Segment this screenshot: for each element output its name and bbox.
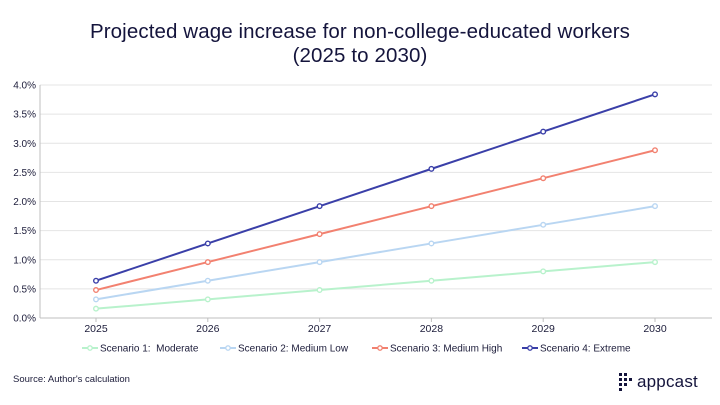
- data-point: [428, 240, 435, 247]
- data-point: [316, 259, 323, 266]
- legend-item-1: Scenario 1: Moderate: [82, 344, 199, 355]
- data-point: [652, 259, 659, 266]
- data-point: [204, 277, 211, 284]
- data-point: [540, 175, 547, 182]
- data-point: [92, 287, 99, 294]
- series-layer: [92, 91, 659, 312]
- series-line: [95, 149, 656, 292]
- y-tick-label: 3.0%: [13, 139, 36, 150]
- legend-item-3: Scenario 3: Medium High: [372, 344, 502, 355]
- legend-item-4: Scenario 4: Extreme: [522, 344, 631, 355]
- data-point: [204, 296, 211, 303]
- series-3: [92, 147, 659, 294]
- y-tick-label: 2.5%: [13, 168, 36, 179]
- data-point: [428, 277, 435, 284]
- data-point: [92, 296, 99, 303]
- x-tick-label: 2028: [420, 323, 444, 335]
- legend-swatch-marker: [87, 345, 93, 351]
- y-tick-label: 4.0%: [13, 81, 36, 92]
- y-tick-label: 1.0%: [13, 255, 36, 266]
- y-tick-label: 3.5%: [13, 110, 36, 121]
- series-line: [95, 261, 656, 310]
- series-line: [95, 93, 656, 282]
- series-1: [92, 259, 659, 312]
- data-point: [652, 91, 659, 98]
- legend-label: Scenario 1: Moderate: [100, 344, 199, 355]
- data-point: [652, 203, 659, 210]
- x-tick-label: 2027: [308, 323, 332, 335]
- series-2: [92, 203, 659, 303]
- chart-title-line-2: (2025 to 2030): [292, 44, 428, 67]
- data-point: [204, 240, 211, 247]
- data-point: [204, 259, 211, 266]
- x-tick-label: 2026: [196, 323, 220, 335]
- data-point: [316, 231, 323, 238]
- series-line: [95, 205, 656, 301]
- data-point: [428, 165, 435, 172]
- y-tick-label: 0.0%: [13, 314, 36, 325]
- y-tick-label: 0.5%: [13, 284, 36, 295]
- data-point: [92, 277, 99, 284]
- series-4: [92, 91, 659, 284]
- data-point: [92, 305, 99, 312]
- data-point: [540, 221, 547, 228]
- x-tick-label: 2029: [532, 323, 556, 335]
- source-note: Source: Author's calculation: [13, 374, 130, 385]
- appcast-dots-icon: [619, 373, 632, 391]
- legend-label: Scenario 3: Medium High: [390, 344, 502, 355]
- legend-label: Scenario 4: Extreme: [540, 344, 631, 355]
- data-point: [652, 147, 659, 154]
- legend: Scenario 1: Moderate Scenario 2: Medium L…: [82, 344, 631, 355]
- y-tick-label: 2.0%: [13, 197, 36, 208]
- legend-label: Scenario 2: Medium Low: [238, 344, 349, 355]
- legend-swatch-marker: [225, 345, 231, 351]
- grid-layer: [40, 84, 712, 290]
- legend-swatch-marker: [527, 345, 533, 351]
- x-tick-label: 2030: [643, 323, 667, 335]
- chart-title: Projected wage increase for non-college-…: [0, 20, 720, 68]
- data-point: [316, 203, 323, 210]
- brand-logo: appcast: [619, 372, 698, 392]
- brand-name: appcast: [637, 372, 698, 391]
- data-point: [540, 268, 547, 275]
- data-point: [428, 203, 435, 210]
- legend-swatch-marker: [377, 345, 383, 351]
- legend-item-2: Scenario 2: Medium Low: [220, 344, 349, 355]
- data-point: [540, 128, 547, 135]
- x-tick-label: 2025: [84, 323, 108, 335]
- data-point: [316, 287, 323, 294]
- y-tick-label: 1.5%: [13, 226, 36, 237]
- axis-layer: 0.0% 0.5% 1.0% 1.5% 2.0% 2.5% 3.0% 3.5% 4.0% 2025…: [13, 81, 712, 335]
- chart-title-line-1: Projected wage increase for non-college-…: [89, 20, 631, 43]
